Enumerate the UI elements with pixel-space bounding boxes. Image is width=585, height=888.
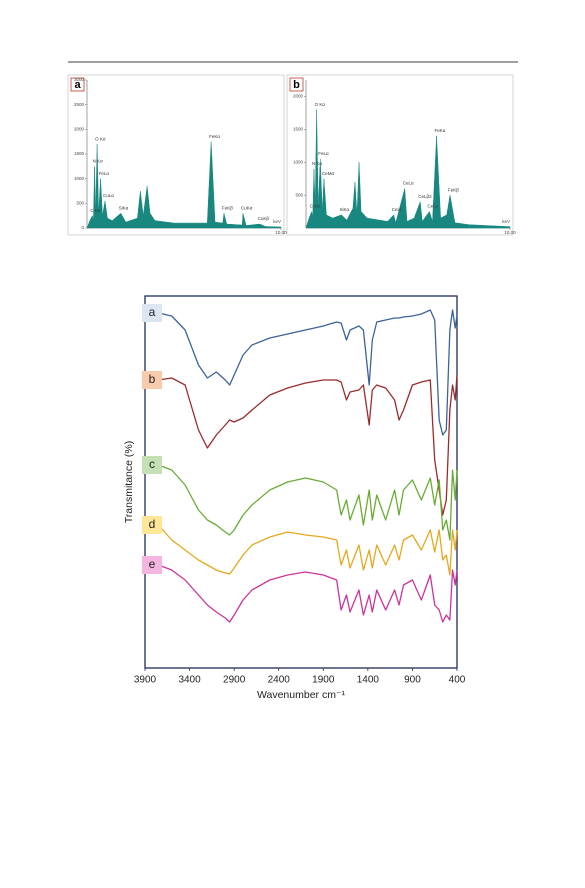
x-tick-label: 2400 (268, 675, 291, 686)
peak-label: FeKβ (222, 205, 233, 210)
series-label-box (142, 371, 162, 389)
y-tick-label: 500 (295, 192, 303, 197)
panel-letter-box (289, 77, 304, 92)
series-label-box (142, 304, 162, 322)
x-tick-label: 2900 (223, 675, 246, 686)
peak-label: FeLα (99, 171, 110, 176)
peak-label: CeLβ2 (418, 194, 432, 199)
panel-letter-box (70, 77, 85, 92)
panel-letter: a (74, 79, 81, 91)
x-axis-label: Wavenumber cm⁻¹ (257, 689, 346, 701)
peak-label: FeKα (209, 134, 220, 139)
x-tick-label: 900 (404, 675, 421, 686)
y-tick-label: 1500 (74, 151, 85, 156)
peak-label: C Kα (90, 208, 101, 213)
peak-label: FeKα (435, 128, 446, 133)
series-label-box (142, 516, 162, 534)
peak-label: N Kα (312, 161, 323, 166)
x-tick-label: 1400 (357, 675, 380, 686)
peak-label: SiKα (339, 207, 349, 212)
peak-label: O Kα (95, 136, 106, 141)
peak-label: CeLl (392, 207, 401, 212)
x-tick-label: 10.00 (504, 230, 516, 235)
y-axis-label: Transmitance (%) (123, 441, 135, 523)
y-tick-label: 1000 (74, 176, 85, 181)
peak-label: CuKβ (258, 216, 270, 221)
y-tick-label: 3000 (74, 77, 85, 82)
spectrum-line (158, 564, 458, 623)
y-tick-label: 2500 (74, 102, 85, 107)
spectrum-line (158, 464, 458, 541)
x-tick-label: 400 (449, 675, 466, 686)
peak-label: CuKα (241, 205, 253, 210)
y-tick-label: 1500 (293, 127, 304, 132)
series-label: e (149, 557, 156, 571)
x-tick-label: 10.00 (275, 230, 287, 235)
panel-letter: b (293, 79, 300, 91)
y-tick-label: 2000 (293, 94, 304, 99)
peak-label: CeLα (403, 181, 414, 186)
peak-label: FeLα (318, 151, 329, 156)
series-label-box (142, 456, 162, 474)
x-tick-label: 3900 (134, 675, 157, 686)
peak-label: CuLα (103, 193, 114, 198)
peak-label: SiKα (119, 205, 129, 210)
spectrum-line (158, 374, 458, 516)
x-axis-label: keV (273, 219, 281, 224)
series-label: b (149, 372, 156, 386)
spectrum (305, 109, 511, 229)
series-label: c (149, 457, 155, 471)
spectrum (86, 141, 282, 229)
peak-label: FeKβ (448, 187, 459, 192)
x-tick-label: 3400 (178, 675, 201, 686)
peak-label: CeLγ (427, 204, 438, 209)
y-tick-label: 500 (76, 201, 84, 206)
peak-label: N Kα (93, 159, 104, 164)
series-label: a (149, 305, 156, 319)
peak-label: CeMα (322, 171, 335, 176)
peak-label: C Kα (310, 204, 321, 209)
peak-label: O Kα (315, 102, 326, 107)
y-tick-label: 0 (81, 225, 84, 230)
series-label-box (142, 556, 162, 574)
x-tick-label: 1900 (312, 675, 335, 686)
series-label: d (149, 517, 156, 531)
x-axis-label: keV (502, 219, 510, 224)
plot-frame (144, 295, 458, 669)
spectrum-line (157, 524, 458, 576)
y-tick-label: 2000 (74, 127, 85, 132)
y-tick-label: 1000 (293, 159, 304, 164)
spectrum-line (158, 309, 458, 436)
